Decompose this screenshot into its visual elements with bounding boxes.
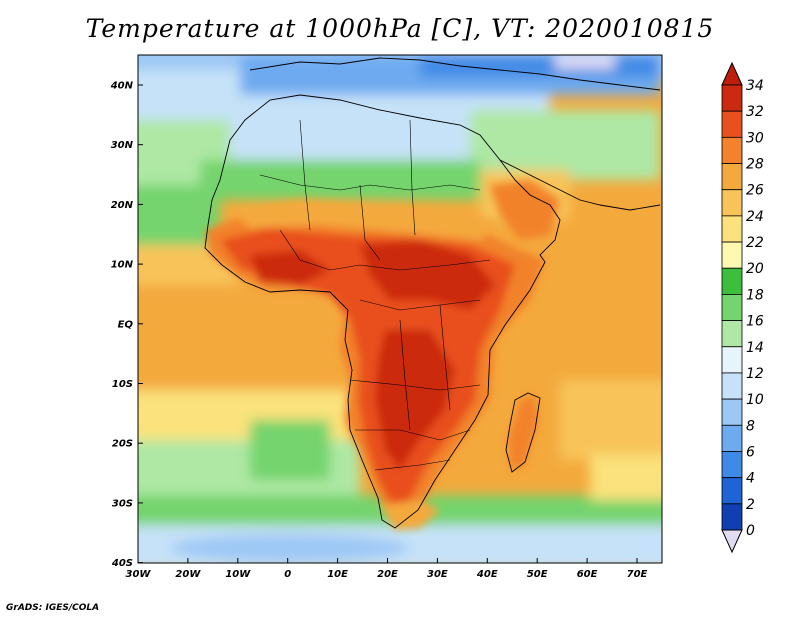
lon-label: 20E [377, 569, 398, 580]
colorbar-swatch [721, 294, 743, 321]
colorbar-under-arrow [721, 529, 743, 554]
credit-text: GrADS: IGES/COLA [6, 603, 100, 613]
colorbar-label: 28 [746, 157, 764, 173]
colorbar-label: 26 [746, 183, 764, 199]
colorbar-swatch [721, 346, 743, 374]
lon-label: 70E [627, 569, 648, 580]
lat-label: 20S [112, 439, 133, 450]
latitude-axis: 40N 30N 20N 10N EQ 10S 20S 30S 40S [110, 81, 143, 569]
lat-label: 30N [111, 140, 134, 151]
colorbar-label: 16 [746, 314, 764, 330]
colorbar-swatch [721, 398, 743, 426]
colorbar-swatch [721, 320, 743, 348]
lon-label: 0 [284, 569, 291, 580]
lon-label: 30W [126, 569, 152, 580]
colorbar-label: 10 [746, 392, 764, 408]
colorbar-swatch [721, 163, 743, 191]
colorbar-label: 32 [746, 104, 764, 120]
colorbar-label: 18 [746, 287, 764, 303]
lat-label: 40S [111, 558, 133, 569]
lat-label: 10S [112, 379, 133, 390]
lon-label: 10E [327, 569, 348, 580]
colorbar-label: 4 [746, 471, 755, 487]
colorbar-label: 22 [746, 235, 764, 251]
lon-label: 60E [577, 569, 598, 580]
lat-label: 20N [111, 200, 134, 211]
colorbar-label: 14 [746, 340, 764, 356]
colorbar-label: 6 [746, 444, 755, 460]
colorbar-label: 8 [746, 418, 755, 434]
colorbar-swatch [721, 241, 743, 269]
colorbar-label: 20 [746, 261, 764, 277]
lat-label: 10N [111, 260, 134, 271]
lat-label: EQ [118, 319, 134, 330]
colorbar-label: 34 [746, 78, 764, 94]
colorbar-swatch [721, 451, 743, 479]
colorbar-label: 24 [746, 209, 764, 225]
colorbar-swatch [721, 424, 743, 452]
colorbar-swatch [721, 215, 743, 243]
map-title: Temperature at 1000hPa [C], VT: 20200108… [85, 14, 715, 43]
lat-label: 30S [112, 498, 133, 509]
lon-label: 20W [175, 569, 201, 580]
map-frame [137, 54, 663, 564]
temperature-field [138, 55, 662, 563]
colorbar-label: 0 [746, 523, 755, 539]
colorbar-swatch [721, 267, 743, 295]
colorbar-swatch [721, 477, 743, 505]
country-borders [259, 119, 491, 471]
colorbar-swatch [721, 110, 743, 138]
colorbar-over-arrow [721, 61, 743, 86]
lat-label: 40N [110, 81, 134, 92]
colorbar-swatch [721, 503, 743, 531]
lon-label: 10W [225, 569, 251, 580]
lon-label: 50E [527, 569, 548, 580]
longitude-axis: 30W 20W 10W 0 10E 20E 30E 40E 50E 60E 70E [126, 558, 648, 580]
colorbar-label: 30 [746, 130, 764, 146]
colorbar-label: 12 [746, 366, 764, 382]
colorbar-swatch [721, 136, 743, 164]
colorbar-swatch [721, 84, 743, 112]
lon-label: 30E [427, 569, 448, 580]
colorbar-label: 2 [746, 497, 755, 513]
coastlines [204, 57, 661, 529]
lon-label: 40E [476, 569, 498, 580]
colorbar-swatch [721, 372, 743, 400]
colorbar-swatch [721, 189, 743, 217]
